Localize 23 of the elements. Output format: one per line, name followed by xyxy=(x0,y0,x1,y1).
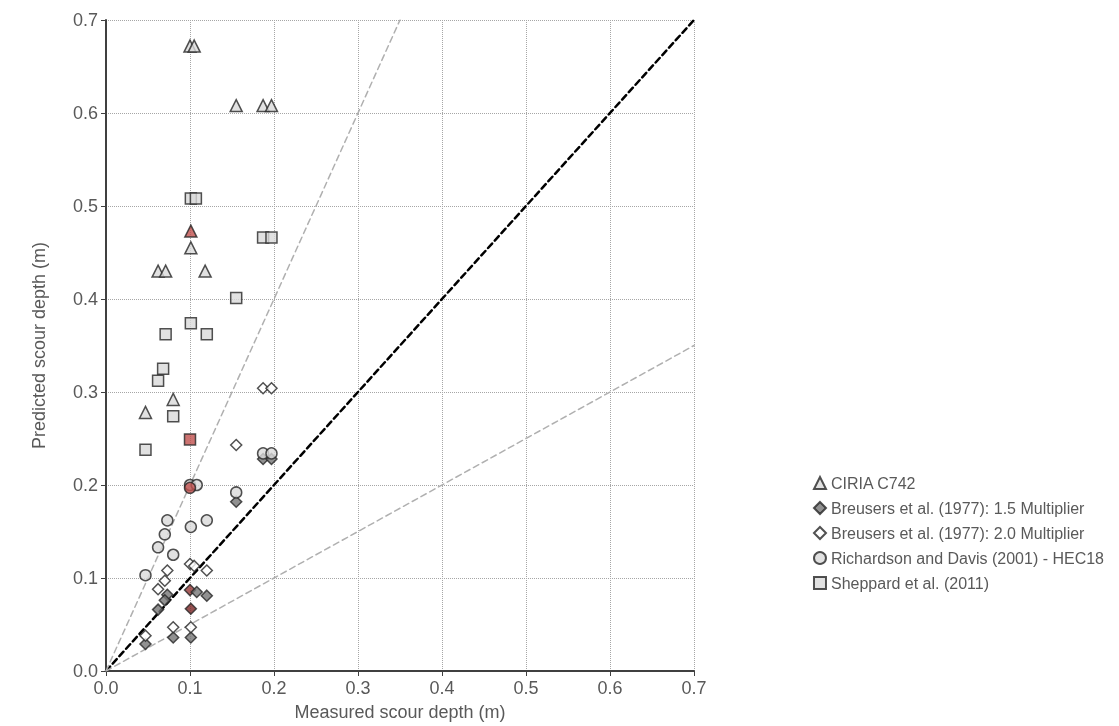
legend-label: Richardson and Davis (2001) - HEC18 xyxy=(830,549,1105,567)
y-tick-label: 0.7 xyxy=(72,10,98,30)
x-tick-label: 0.2 xyxy=(261,678,287,698)
y-tick-label: 0.2 xyxy=(72,475,98,495)
legend-label: Sheppard et al. (2011) xyxy=(830,574,990,592)
x-tick-label: 0.1 xyxy=(177,678,203,698)
y-tick-label: 0.0 xyxy=(72,661,98,681)
legend-label: Breusers et al. (1977): 1.5 Multiplier xyxy=(830,499,1086,517)
x-tick-label: 0.6 xyxy=(597,678,623,698)
x-tick-label: 0.5 xyxy=(513,678,539,698)
y-tick-label: 0.5 xyxy=(72,196,98,216)
y-tick-label: 0.1 xyxy=(72,568,98,588)
x-tick-label: 0.4 xyxy=(429,678,455,698)
x-tick-label: 0.7 xyxy=(681,678,707,698)
legend-label: Breusers et al. (1977): 2.0 Multiplier xyxy=(830,524,1086,542)
y-tick-label: 0.6 xyxy=(72,103,98,123)
y-tick-label: 0.3 xyxy=(72,382,98,402)
x-tick-label: 0.3 xyxy=(345,678,371,698)
y-tick-label: 0.4 xyxy=(72,289,98,309)
x-tick-label: 0.0 xyxy=(93,678,119,698)
y-axis-title: Predicted scour depth (m) xyxy=(29,241,49,450)
legend-label: CIRIA C742 xyxy=(830,474,916,492)
x-axis-title: Measured scour depth (m) xyxy=(294,702,506,722)
